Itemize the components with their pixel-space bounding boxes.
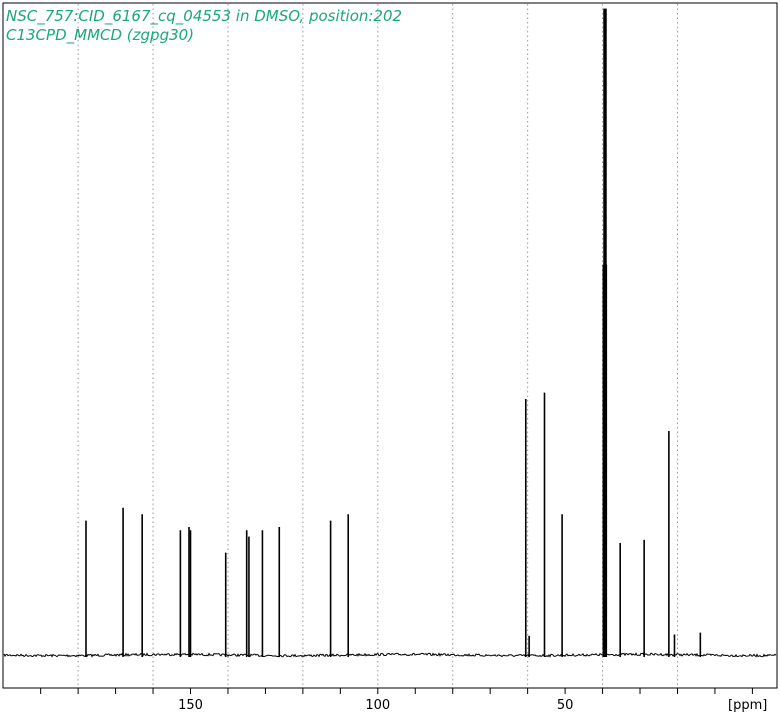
pulse-program-label: C13CPD_MMCD (zgpg30) <box>6 26 194 45</box>
grid-layer <box>77 4 678 687</box>
x-axis-tick-label: 100 <box>365 698 390 713</box>
x-axis-tick-label: 150 <box>178 698 203 713</box>
x-axis-unit-label: [ppm] <box>728 698 767 713</box>
spectrum-baseline <box>3 652 777 658</box>
plot-frame <box>2 2 778 689</box>
experiment-title: NSC_757:CID_6167_cq_04553 in DMSO, posit… <box>6 7 402 26</box>
x-axis-tick-label: 50 <box>557 698 574 713</box>
spectrum-trace-layer <box>3 8 777 658</box>
x-axis: 150 100 50 <box>40 688 753 713</box>
